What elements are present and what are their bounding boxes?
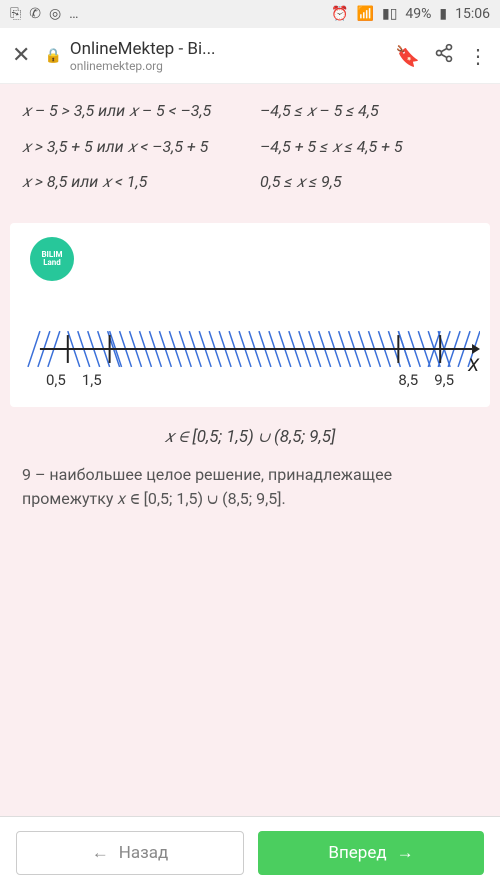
- wifi-icon: 📶: [357, 6, 374, 22]
- signal-icon: ▮▯: [382, 6, 397, 22]
- number-line: X: [20, 309, 480, 399]
- bookmark-icon[interactable]: 🔖: [395, 44, 420, 68]
- math-col-left: 𝑥 – 5 > 3,5 или 𝑥 – 5 < –3,5 𝑥 > 3,5 + 5…: [22, 98, 240, 205]
- math-line: –4,5 ≤ 𝑥 – 5 ≤ 4,5: [260, 98, 478, 124]
- math-col-right: –4,5 ≤ 𝑥 – 5 ≤ 4,5 –4,5 + 5 ≤ 𝑥 ≤ 4,5 + …: [260, 98, 478, 205]
- status-icon: …: [69, 6, 78, 22]
- share-icon[interactable]: [434, 43, 454, 68]
- status-right: ⏰ 📶 ▮▯ 49% ▮ 15:06: [331, 6, 490, 22]
- clock: 15:06: [455, 6, 490, 22]
- page-title: OnlineMektep - Bі...: [70, 39, 216, 59]
- status-icon: ◎: [49, 6, 61, 22]
- math-line: –4,5 + 5 ≤ 𝑥 ≤ 4,5 + 5: [260, 134, 478, 160]
- status-bar: ⎘ ✆ ◎ … ⏰ 📶 ▮▯ 49% ▮ 15:06: [0, 0, 500, 28]
- number-line-diagram: BILIM Land X 0,5 1,5 8,5 9,5: [10, 223, 490, 407]
- number-line-svg: X: [20, 309, 480, 399]
- lock-icon: 🔒: [44, 48, 61, 64]
- menu-icon[interactable]: ⋮: [468, 44, 488, 68]
- back-label: Назад: [119, 843, 169, 863]
- battery-pct: 49%: [405, 6, 431, 22]
- math-block: 𝑥 – 5 > 3,5 или 𝑥 – 5 < –3,5 𝑥 > 3,5 + 5…: [0, 84, 500, 223]
- svg-text:X: X: [467, 355, 480, 376]
- math-line: 𝑥 > 8,5 или 𝑥 < 1,5: [22, 169, 240, 195]
- alarm-icon: ⏰: [331, 6, 348, 22]
- status-icon: ✆: [29, 6, 41, 22]
- math-line: 0,5 ≤ 𝑥 ≤ 9,5: [260, 169, 478, 195]
- answer-line: 𝑥 ∈ [0,5; 1,5) ∪ (8,5; 9,5]: [0, 407, 500, 457]
- browser-bar: ✕ 🔒 OnlineMektep - Bі... onlinemektep.or…: [0, 28, 500, 84]
- page-url: onlinemektep.org: [70, 59, 216, 73]
- explanation: 9 – наибольшее целое решение, принадлежа…: [0, 457, 500, 529]
- battery-icon: ▮: [439, 6, 447, 22]
- arrow-right-icon: →: [397, 843, 414, 863]
- content-area: 𝑥 – 5 > 3,5 или 𝑥 – 5 < –3,5 𝑥 > 3,5 + 5…: [0, 84, 500, 816]
- bilim-badge: BILIM Land: [30, 237, 74, 281]
- badge-text: Land: [43, 259, 61, 267]
- status-left: ⎘ ✆ ◎ …: [10, 6, 79, 22]
- arrow-left-icon: ←: [92, 843, 109, 863]
- close-icon[interactable]: ✕: [12, 43, 30, 68]
- math-line: 𝑥 – 5 > 3,5 или 𝑥 – 5 < –3,5: [22, 98, 240, 124]
- forward-label: Вперед: [328, 843, 386, 863]
- math-line: 𝑥 > 3,5 + 5 или 𝑥 < –3,5 + 5: [22, 134, 240, 160]
- forward-button[interactable]: Вперед →: [258, 831, 484, 875]
- status-icon: ⎘: [10, 6, 21, 22]
- nav-bar: ← Назад Вперед →: [0, 816, 500, 888]
- url-block[interactable]: 🔒 OnlineMektep - Bі... onlinemektep.org: [44, 39, 381, 73]
- back-button[interactable]: ← Назад: [16, 831, 244, 875]
